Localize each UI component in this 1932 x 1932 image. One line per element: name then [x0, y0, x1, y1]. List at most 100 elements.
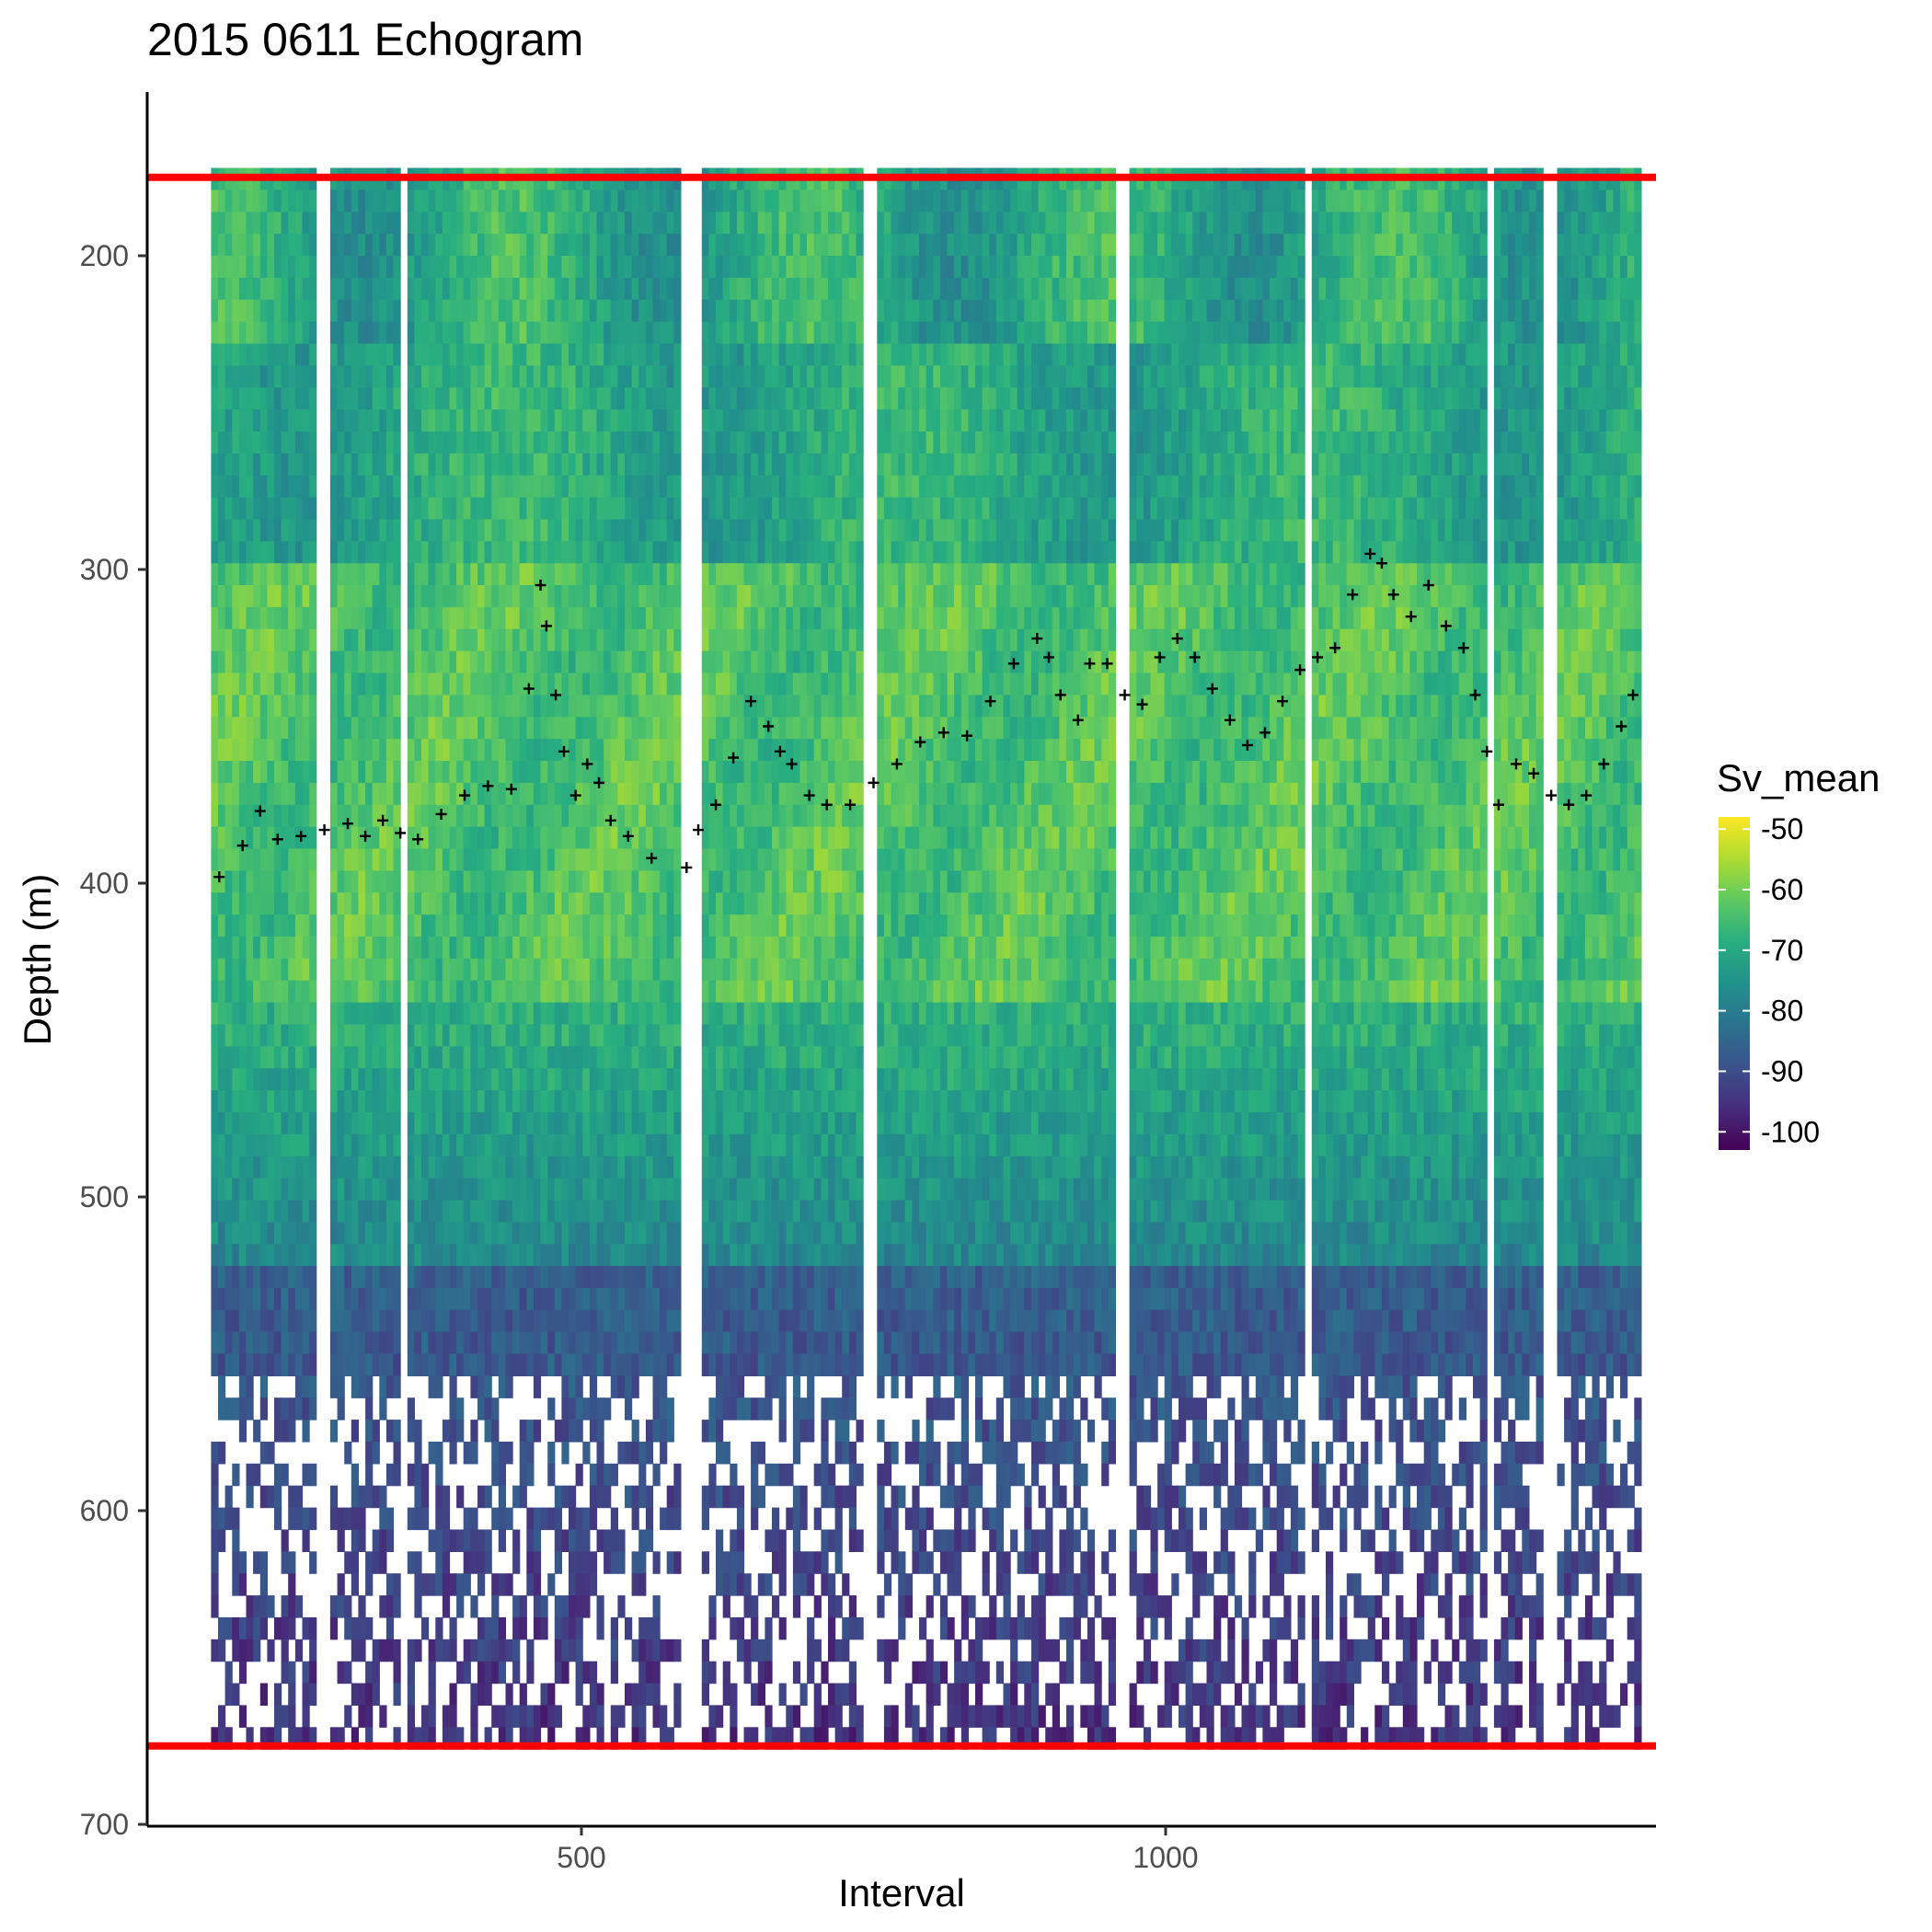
- heatmap-cell: [505, 870, 513, 893]
- heatmap-cell: [645, 277, 654, 301]
- heatmap-cell: [470, 1156, 478, 1179]
- heatmap-cell: [533, 541, 542, 564]
- heatmap-cell: [666, 695, 674, 718]
- heatmap-cell: [232, 804, 240, 828]
- heatmap-cell: [589, 1463, 598, 1487]
- heatmap-cell: [358, 387, 366, 410]
- heatmap-cell: [232, 1046, 240, 1069]
- heatmap-cell: [232, 1397, 240, 1420]
- heatmap-cell: [393, 1353, 401, 1376]
- heatmap-cell: [463, 212, 471, 235]
- heatmap-cell: [582, 190, 591, 213]
- heatmap-cell: [238, 606, 247, 630]
- heatmap-cell: [743, 980, 752, 1004]
- heatmap-cell: [358, 628, 366, 652]
- heatmap-cell: [329, 212, 339, 235]
- heatmap-cell: [751, 1331, 759, 1355]
- heatmap-cell: [722, 1287, 730, 1311]
- heatmap-cell: [238, 585, 247, 608]
- heatmap-cell: [786, 980, 794, 1004]
- heatmap-cell: [652, 563, 661, 586]
- heatmap-cell: [722, 190, 730, 213]
- heatmap-cell: [274, 695, 282, 718]
- heatmap-cell: [238, 1661, 247, 1685]
- heatmap-cell: [274, 541, 282, 564]
- heatmap-cell: [302, 1068, 310, 1091]
- heatmap-cell: [421, 958, 430, 982]
- heatmap-cell: [302, 387, 310, 410]
- heatmap-cell: [463, 1529, 471, 1552]
- heatmap-cell: [610, 277, 618, 301]
- heatmap-cell: [385, 958, 395, 982]
- heatmap-cell: [477, 541, 486, 564]
- heatmap-cell: [407, 1683, 415, 1706]
- heatmap-cell: [631, 475, 639, 499]
- heatmap-cell: [274, 628, 282, 652]
- heatmap-cell: [309, 1287, 317, 1311]
- heatmap-cell: [569, 1244, 577, 1267]
- heatmap-cell: [757, 234, 765, 257]
- heatmap-cell: [421, 519, 430, 542]
- heatmap-cell: [428, 958, 436, 982]
- heatmap-cell: [294, 980, 304, 1004]
- heatmap-cell: [385, 1222, 395, 1245]
- heatmap-cell: [708, 277, 717, 301]
- heatmap-cell: [351, 1222, 359, 1245]
- heatmap-cell: [456, 1529, 465, 1552]
- heatmap-cell: [625, 1485, 633, 1509]
- heatmap-cell: [610, 1463, 618, 1487]
- heatmap-cell: [246, 650, 254, 674]
- heatmap-cell: [421, 1111, 430, 1135]
- heatmap-cell: [645, 585, 654, 608]
- heatmap-cell: [470, 1727, 478, 1750]
- heatmap-cell: [575, 1156, 583, 1179]
- heatmap-cell: [358, 914, 366, 937]
- heatmap-cell: [288, 563, 296, 586]
- heatmap-cell: [736, 256, 745, 279]
- heatmap-cell: [491, 1331, 500, 1355]
- heatmap-cell: [428, 1200, 436, 1223]
- heatmap-cell: [274, 870, 282, 893]
- heatmap-cell: [385, 343, 395, 366]
- heatmap-cell: [259, 1200, 268, 1223]
- heatmap-cell: [253, 475, 261, 499]
- heatmap-cell: [786, 695, 794, 718]
- heatmap-cell: [638, 628, 647, 652]
- heatmap-cell: [351, 1068, 359, 1091]
- heatmap-cell: [772, 563, 780, 586]
- heatmap-cell: [435, 650, 443, 674]
- heatmap-cell: [505, 1244, 513, 1267]
- heatmap-cell: [660, 277, 668, 301]
- heatmap-cell: [372, 453, 380, 477]
- heatmap-cell: [604, 212, 612, 235]
- heatmap-cell: [526, 1133, 535, 1157]
- heatmap-cell: [533, 475, 542, 499]
- heatmap-cell: [351, 409, 359, 432]
- heatmap-cell: [344, 1024, 352, 1047]
- heatmap-cell: [449, 937, 457, 960]
- heatmap-cell: [365, 1287, 374, 1311]
- heatmap-cell: [778, 848, 787, 871]
- heatmap-cell: [519, 256, 527, 279]
- heatmap-cell: [757, 256, 765, 279]
- heatmap-cell: [421, 739, 430, 762]
- heatmap-cell: [582, 1156, 591, 1179]
- heatmap-cell: [477, 848, 486, 871]
- heatmap-cell: [604, 1309, 612, 1333]
- heatmap-cell: [751, 475, 759, 499]
- heatmap-cell: [540, 409, 548, 432]
- heatmap-cell: [393, 717, 401, 740]
- heatmap-cell: [407, 673, 415, 696]
- heatmap-cell: [778, 1616, 787, 1640]
- heatmap-cell: [533, 299, 542, 323]
- heatmap-cell: [722, 212, 730, 235]
- heatmap-cell: [379, 1595, 387, 1618]
- heatmap-cell: [463, 541, 471, 564]
- heatmap-cell: [604, 1200, 612, 1223]
- heatmap-cell: [505, 1573, 513, 1596]
- heatmap-cell: [288, 1200, 296, 1223]
- heatmap-cell: [533, 958, 542, 982]
- heatmap-cell: [765, 695, 773, 718]
- heatmap-cell: [498, 1353, 506, 1376]
- heatmap-cell: [463, 234, 471, 257]
